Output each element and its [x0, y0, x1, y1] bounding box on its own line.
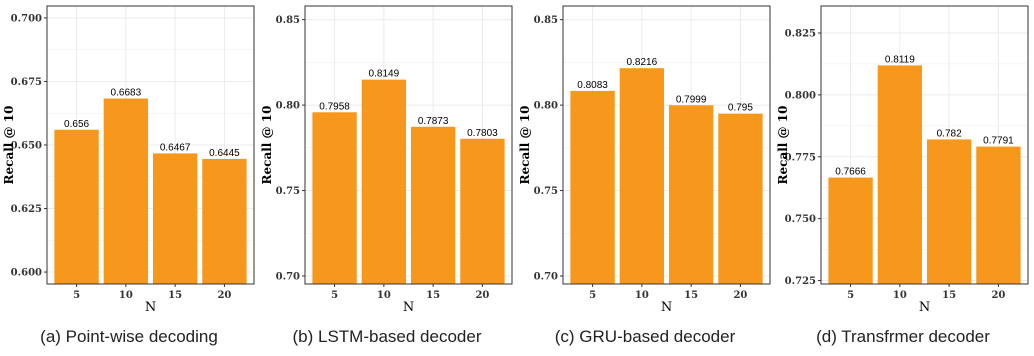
y-tick-label: 0.775 [785, 152, 816, 163]
bar [570, 90, 615, 284]
y-tick-label: 0.600 [11, 268, 42, 279]
x-tick-label: 20 [217, 290, 231, 301]
y-tick-label: 0.825 [785, 28, 816, 39]
x-tick-label: 10 [119, 290, 133, 301]
chart-caption: (c) GRU-based decoder [554, 327, 736, 346]
chart-svg: 0.70 0.75 0.80 0.85 0.7958 0.8149 0.7873 0.7803… [260, 5, 513, 315]
x-axis-label: N [661, 300, 672, 315]
x-tick-label: 20 [733, 290, 747, 301]
bar [976, 146, 1021, 284]
y-tick-label: 0.675 [11, 77, 42, 88]
x-tick-label: 10 [893, 290, 907, 301]
bar [619, 68, 665, 284]
x-axis-label: N [145, 300, 156, 315]
x-tick-label: 5 [331, 290, 338, 301]
y-tick-label: 0.750 [785, 214, 816, 225]
bar [103, 98, 149, 285]
bar-value-label: 0.795 [728, 103, 753, 114]
bar-value-label: 0.8149 [369, 69, 400, 80]
x-axis-label: N [403, 300, 414, 315]
chart-svg: 0.725 0.750 0.775 0.800 0.825 0.7666 0.8119 0.7… [776, 5, 1029, 315]
x-tick-label: 15 [684, 290, 698, 301]
y-tick-label: 0.625 [11, 204, 42, 215]
bar [926, 139, 972, 284]
bar-value-label: 0.656 [64, 119, 89, 130]
chart-caption: (d) Transfrmer decoder [816, 327, 990, 346]
y-tick-label: 0.75 [276, 186, 300, 197]
bar [877, 65, 923, 284]
y-tick-label: 0.80 [276, 101, 300, 112]
x-tick-label: 15 [942, 290, 956, 301]
y-tick-label: 0.75 [534, 186, 558, 197]
bar-value-label: 0.7873 [418, 116, 449, 127]
bar [54, 129, 99, 284]
chart-svg: 0.600 0.625 0.650 0.675 0.700 0.656 0.6683 0.64… [2, 5, 255, 315]
bar-value-label: 0.8119 [885, 54, 915, 65]
chart-panel-gru: 0.70 0.75 0.80 0.85 0.8083 0.8216 0.7999 0.795 5… [516, 0, 774, 356]
x-tick-label: 5 [847, 290, 854, 301]
y-axis-label: Recall @ 10 [518, 106, 532, 185]
plot-border [304, 5, 513, 285]
bar-value-label: 0.6445 [209, 148, 240, 159]
bar-value-label: 0.7791 [983, 136, 1014, 147]
chart-svg: 0.70 0.75 0.80 0.85 0.8083 0.8216 0.7999 0.795 5… [518, 5, 771, 315]
bar-value-label: 0.7666 [835, 167, 866, 178]
chart-caption: (b) LSTM-based decoder [292, 327, 482, 346]
bar-value-label: 0.7958 [319, 101, 350, 112]
bar-value-label: 0.6467 [160, 142, 191, 153]
bar [152, 153, 198, 284]
y-tick-label: 0.85 [276, 15, 300, 26]
x-axis-label: N [919, 300, 930, 315]
x-tick-label: 10 [377, 290, 391, 301]
bar-value-label: 0.8083 [577, 80, 608, 91]
y-tick-label: 0.725 [785, 276, 816, 287]
bar-value-label: 0.8216 [627, 57, 658, 68]
y-tick-label: 0.650 [11, 141, 42, 152]
bar [718, 113, 763, 285]
bar [361, 79, 407, 284]
x-tick-label: 10 [635, 290, 649, 301]
bar-value-label: 0.6683 [111, 87, 142, 98]
x-tick-label: 20 [991, 290, 1005, 301]
bar [828, 177, 873, 284]
y-tick-label: 0.70 [276, 271, 300, 282]
x-tick-label: 15 [426, 290, 440, 301]
bar [460, 138, 505, 284]
y-tick-label: 0.700 [11, 13, 42, 24]
bar [202, 158, 247, 284]
bar [668, 105, 714, 285]
x-tick-label: 5 [589, 290, 596, 301]
x-tick-label: 5 [73, 290, 80, 301]
y-axis-label: Recall @ 10 [2, 106, 16, 185]
chart-caption: (a) Point-wise decoding [40, 327, 218, 346]
chart-panel-point-wise: 0.600 0.625 0.650 0.675 0.700 0.656 0.6683 0.64… [0, 0, 258, 356]
plot-border [562, 5, 771, 285]
bar [410, 126, 456, 284]
y-tick-label: 0.800 [785, 90, 816, 101]
x-tick-label: 20 [475, 290, 489, 301]
chart-panel-transformer: 0.725 0.750 0.775 0.800 0.825 0.7666 0.8119 0.7… [774, 0, 1032, 356]
plot-border [820, 5, 1029, 285]
y-tick-label: 0.85 [534, 15, 558, 26]
bar-value-label: 0.7999 [676, 94, 707, 105]
chart-panel-lstm: 0.70 0.75 0.80 0.85 0.7958 0.8149 0.7873 0.7803… [258, 0, 516, 356]
y-tick-label: 0.80 [534, 101, 558, 112]
y-tick-label: 0.70 [534, 271, 558, 282]
bar [312, 112, 357, 284]
x-tick-label: 15 [168, 290, 182, 301]
y-axis-label: Recall @ 10 [260, 106, 274, 185]
bar-value-label: 0.7803 [467, 128, 498, 139]
y-axis-label: Recall @ 10 [776, 106, 790, 185]
bar-value-label: 0.782 [937, 128, 962, 139]
plot-border [46, 5, 255, 285]
